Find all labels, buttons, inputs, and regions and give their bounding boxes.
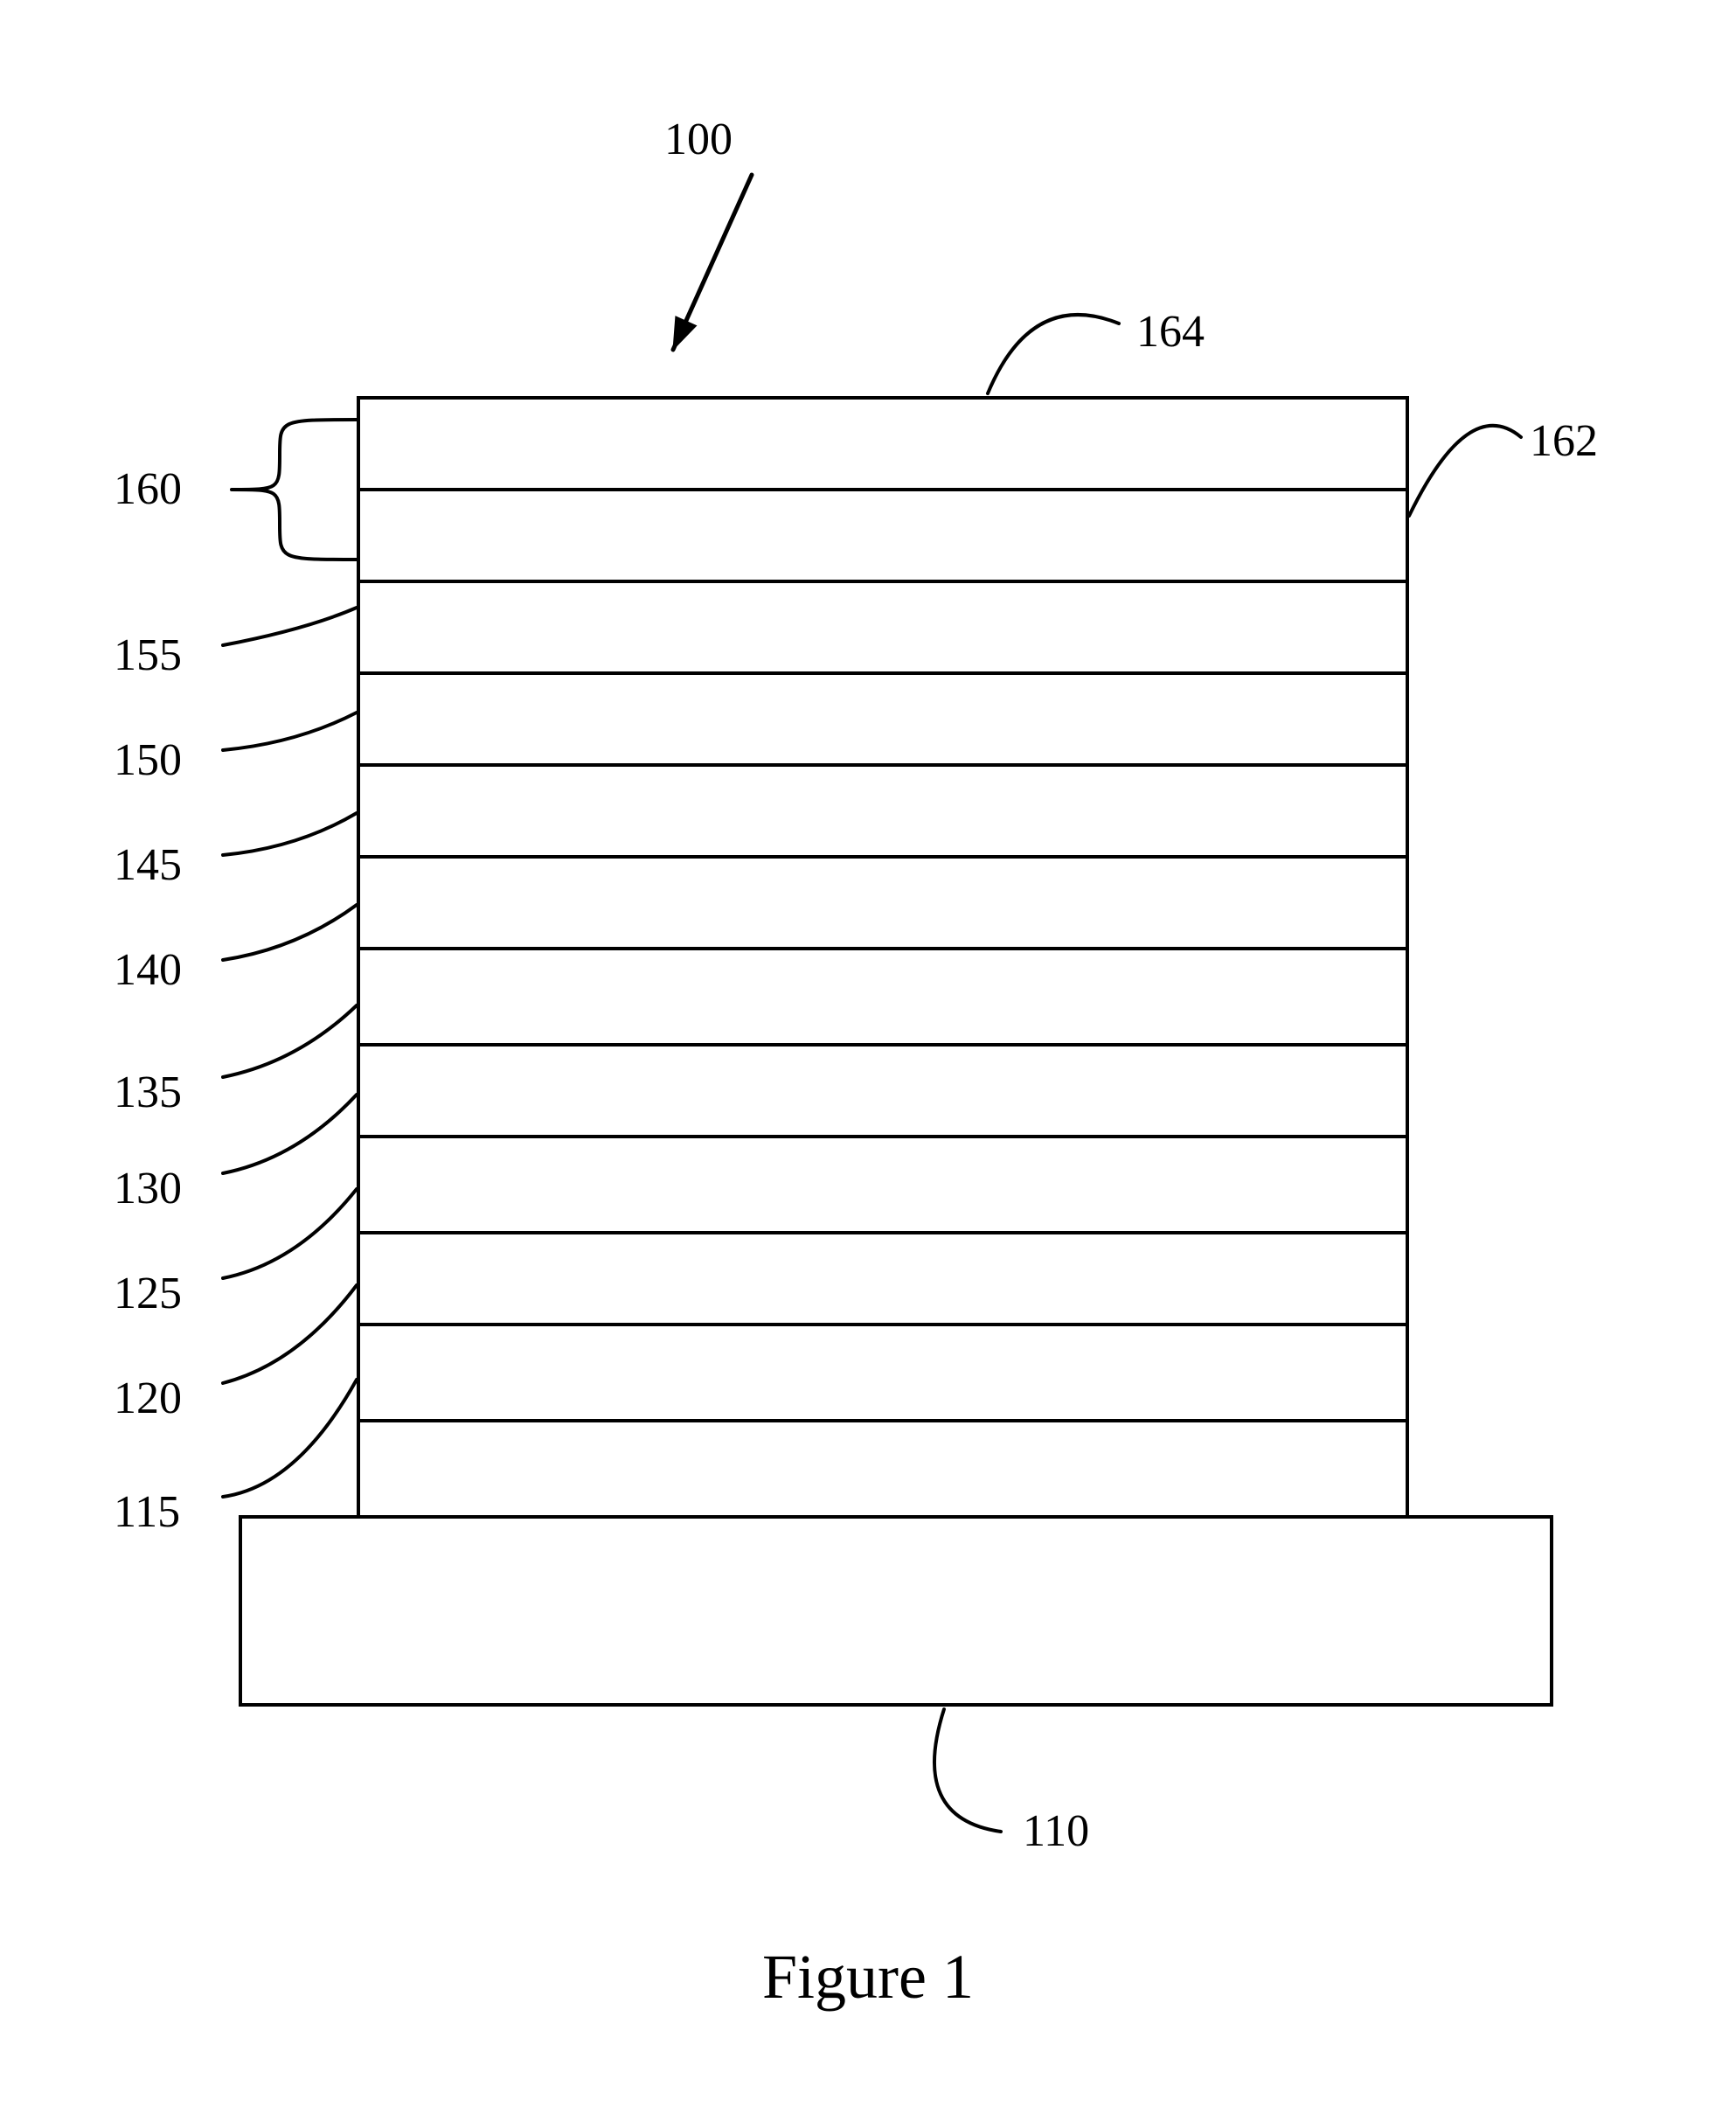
figure-caption: Figure 1: [0, 1941, 1736, 2013]
layer-l130: [358, 1045, 1407, 1137]
layer-l155: [358, 581, 1407, 673]
label-115: 115: [114, 1486, 180, 1538]
label-130: 130: [114, 1163, 182, 1214]
diagram-svg: [0, 0, 1736, 2103]
layer-l140: [358, 857, 1407, 949]
layer-l160b: [358, 490, 1407, 581]
label-125: 125: [114, 1268, 182, 1319]
leader-125: [223, 1189, 357, 1278]
substrate-rect: [240, 1517, 1552, 1705]
label-162: 162: [1530, 415, 1598, 467]
layer-lbase: [358, 1421, 1407, 1517]
figure-1: 160 155 150 145 140 135 130 125 120 115 …: [0, 0, 1736, 2103]
label-150: 150: [114, 734, 182, 786]
leader-162: [1409, 426, 1521, 516]
leader-120: [223, 1285, 357, 1383]
label-160: 160: [114, 463, 182, 515]
label-140: 140: [114, 944, 182, 996]
layer-l160t: [358, 398, 1407, 490]
label-155: 155: [114, 629, 182, 681]
layer-l125: [358, 1137, 1407, 1233]
label-110: 110: [1023, 1805, 1089, 1857]
arrow-100-head: [673, 316, 697, 350]
layer-l150: [358, 673, 1407, 765]
label-164: 164: [1136, 306, 1205, 358]
leader-150: [223, 713, 357, 750]
leader-145: [223, 813, 357, 855]
leader-130: [223, 1095, 357, 1173]
layer-l145: [358, 765, 1407, 857]
label-145: 145: [114, 839, 182, 891]
leader-140: [223, 905, 357, 960]
leader-110: [934, 1709, 1001, 1832]
layer-l115: [358, 1325, 1407, 1421]
leader-135: [223, 1005, 357, 1077]
leader-164: [988, 315, 1119, 393]
layer-l120: [358, 1233, 1407, 1325]
layer-l135: [358, 949, 1407, 1045]
label-135: 135: [114, 1067, 182, 1118]
leader-115: [223, 1380, 357, 1497]
label-120: 120: [114, 1373, 182, 1424]
leader-155: [223, 608, 357, 645]
brace-160: [232, 420, 357, 560]
label-100: 100: [664, 114, 733, 165]
